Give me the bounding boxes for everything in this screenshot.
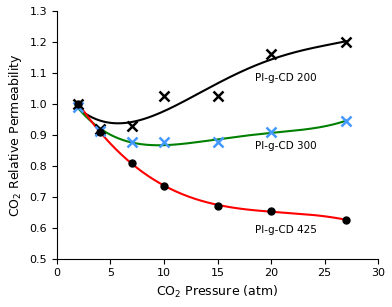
Y-axis label: CO$_2$ Relative Permeability: CO$_2$ Relative Permeability (7, 53, 24, 217)
Text: PI-g-CD 300: PI-g-CD 300 (255, 141, 317, 151)
Text: PI-g-CD 425: PI-g-CD 425 (255, 225, 317, 235)
Text: PI-g-CD 200: PI-g-CD 200 (255, 72, 317, 83)
X-axis label: CO$_2$ Pressure (atm): CO$_2$ Pressure (atm) (156, 284, 279, 300)
